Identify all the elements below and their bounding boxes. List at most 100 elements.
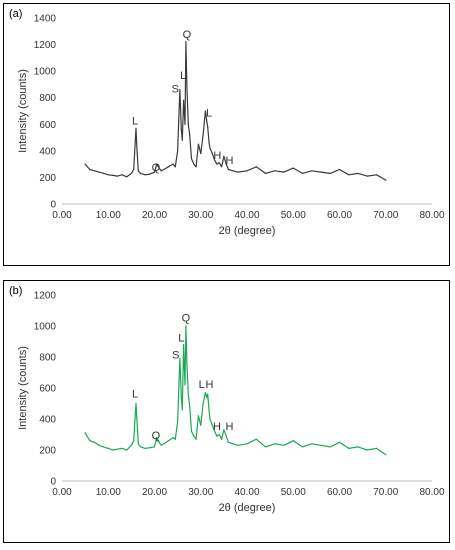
data-point — [160, 444, 162, 446]
data-point — [89, 440, 91, 442]
data-point — [181, 409, 183, 411]
series-line — [84, 325, 387, 456]
data-point — [140, 172, 142, 174]
data-point — [189, 406, 191, 408]
data-point — [216, 435, 218, 437]
data-point — [121, 447, 123, 449]
y-tick-label: 400 — [39, 146, 56, 157]
data-point — [301, 446, 304, 448]
x-tick-label: 60.00 — [327, 487, 352, 498]
x-axis-title: 2θ (degree) — [219, 502, 276, 514]
series-line — [84, 41, 387, 181]
data-point — [283, 444, 285, 446]
data-point — [185, 325, 187, 327]
peak-label: L — [199, 379, 205, 391]
data-point — [274, 170, 276, 172]
data-point — [329, 446, 331, 448]
peak-label: H — [225, 421, 233, 433]
x-tick-label: 30.00 — [188, 210, 213, 221]
peak-label: Q — [152, 162, 161, 174]
x-tick-label: 40.00 — [234, 210, 259, 221]
data-point — [221, 166, 223, 168]
data-point — [246, 170, 248, 172]
data-point — [180, 396, 182, 398]
x-tick-label: 20.00 — [142, 210, 167, 221]
data-point — [292, 440, 294, 442]
data-point — [93, 441, 95, 443]
data-point — [163, 168, 165, 171]
data-point — [163, 443, 165, 445]
y-axis-title: Intensity (counts) — [17, 69, 29, 153]
data-point — [103, 172, 105, 174]
data-point — [193, 163, 195, 165]
data-point — [237, 444, 239, 446]
data-point — [329, 172, 331, 174]
x-tick-label: 80.00 — [419, 210, 444, 221]
y-tick-label: 600 — [39, 384, 56, 395]
data-point — [184, 384, 186, 386]
data-point — [181, 139, 183, 141]
data-point — [126, 176, 128, 178]
data-point — [311, 170, 313, 172]
data-point — [116, 448, 119, 450]
y-tick-label: 1200 — [34, 291, 57, 302]
data-point — [98, 444, 100, 446]
data-point — [160, 170, 162, 172]
data-point — [174, 438, 176, 440]
panel-label: (a) — [9, 8, 23, 20]
x-tick-label: 40.00 — [234, 487, 259, 498]
x-tick-label: 80.00 — [419, 487, 444, 498]
peak-label: L — [180, 70, 186, 82]
data-point — [264, 446, 267, 448]
x-tick-label: 0.00 — [52, 487, 72, 498]
data-point — [174, 166, 176, 168]
x-tick-label: 60.00 — [327, 210, 352, 221]
data-point — [140, 446, 142, 448]
data-point — [136, 418, 138, 420]
data-point — [209, 147, 211, 149]
data-point — [200, 424, 202, 426]
data-point — [311, 443, 313, 445]
x-tick-label: 50.00 — [281, 487, 306, 498]
data-point — [246, 443, 248, 445]
peak-label: H — [225, 155, 233, 167]
data-point — [137, 443, 139, 445]
data-point — [214, 159, 216, 161]
xrd-chart-b: 0 200 400 600 800 1000 1200 0.00 10.00 20.00 30.00… — [17, 291, 445, 515]
data-point — [107, 174, 109, 176]
data-point — [121, 174, 123, 176]
data-point — [156, 163, 158, 165]
data-point — [167, 166, 169, 168]
y-tick-label: 200 — [39, 173, 56, 184]
data-point — [197, 143, 199, 145]
data-point — [209, 418, 211, 420]
y-tick-label: 800 — [39, 353, 56, 364]
y-tick-label: 200 — [39, 446, 56, 457]
x-tick-label: 70.00 — [373, 487, 398, 498]
data-point — [183, 99, 185, 101]
y-tick-label: 1400 — [34, 14, 57, 25]
data-point — [218, 162, 220, 164]
data-point — [130, 172, 132, 174]
data-point — [93, 170, 95, 172]
data-point — [218, 433, 220, 436]
x-axis-title: 2θ (degree) — [219, 225, 276, 237]
y-tick-label: 400 — [39, 415, 56, 426]
data-point — [225, 435, 227, 437]
data-point — [202, 134, 204, 136]
peak-label: L — [206, 107, 212, 119]
data-point — [137, 170, 139, 172]
data-point — [112, 174, 114, 176]
x-tick-label: 10.00 — [96, 487, 121, 498]
data-point — [206, 396, 208, 398]
data-point — [232, 443, 234, 445]
data-point — [98, 171, 100, 173]
y-tick-label: 1200 — [34, 40, 57, 51]
data-point — [197, 415, 199, 417]
data-point — [223, 155, 225, 157]
peak-label: Q — [183, 29, 192, 41]
data-point — [186, 86, 188, 88]
data-point — [255, 166, 257, 168]
data-point — [116, 175, 119, 177]
peak-label: H — [213, 150, 221, 162]
